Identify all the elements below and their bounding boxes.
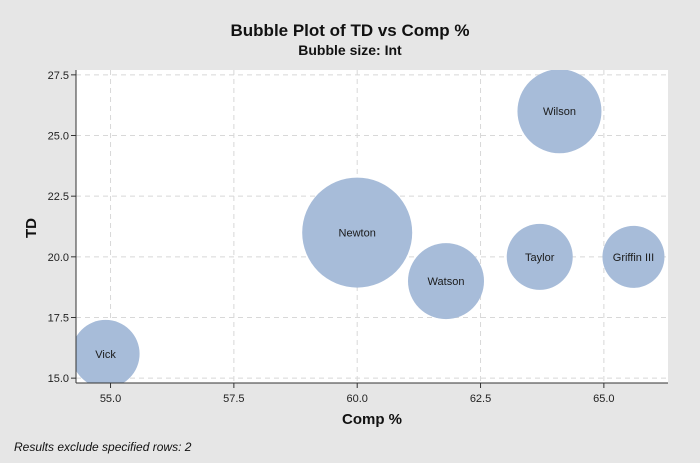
bubble-label: Watson xyxy=(428,276,465,288)
chart-subtitle: Bubble size: Int xyxy=(298,42,402,58)
x-tick-label: 60.0 xyxy=(346,393,367,405)
axes: 55.0 57.5 60.0 62.5 65.0 15.0 17.5 20.0 22.5 25.0… xyxy=(48,70,668,405)
bubble-griffin-iii xyxy=(602,225,665,288)
x-tick-label: 65.0 xyxy=(593,393,614,405)
y-tick-label: 25.0 xyxy=(48,131,69,143)
x-tick-label: 62.5 xyxy=(470,393,491,405)
bubble-taylor xyxy=(506,223,573,290)
y-tick-label: 22.5 xyxy=(48,191,69,203)
footnote: Results exclude specified rows: 2 xyxy=(14,440,192,454)
bubble-label: Wilson xyxy=(543,106,576,118)
y-tick-label: 27.5 xyxy=(48,70,69,82)
bubble-watson xyxy=(408,243,484,320)
x-axis-label: Comp % xyxy=(342,411,402,428)
x-tick-label: 57.5 xyxy=(223,393,244,405)
bubble-label: Griffin III xyxy=(613,252,654,264)
chart-title: Bubble Plot of TD vs Comp % xyxy=(231,21,470,40)
x-tick-label: 55.0 xyxy=(100,393,121,405)
bubbles: Vick Newton Watson Taylor Griffin III Wilson xyxy=(76,70,665,383)
y-tick-label: 20.0 xyxy=(48,252,69,264)
y-tick-label: 15.0 xyxy=(48,373,69,385)
bubble-label: Vick xyxy=(95,349,116,361)
bubble-newton xyxy=(302,177,413,288)
bubble-wilson xyxy=(517,70,602,154)
bubble-label: Newton xyxy=(339,228,376,240)
bubble-vick xyxy=(76,319,140,383)
bubble-label: Taylor xyxy=(525,252,555,264)
bubble-group: Vick Newton Watson Taylor Griffin III Wilson xyxy=(76,70,665,383)
y-axis-label: TD xyxy=(23,218,40,238)
y-tick-label: 17.5 xyxy=(48,312,69,324)
